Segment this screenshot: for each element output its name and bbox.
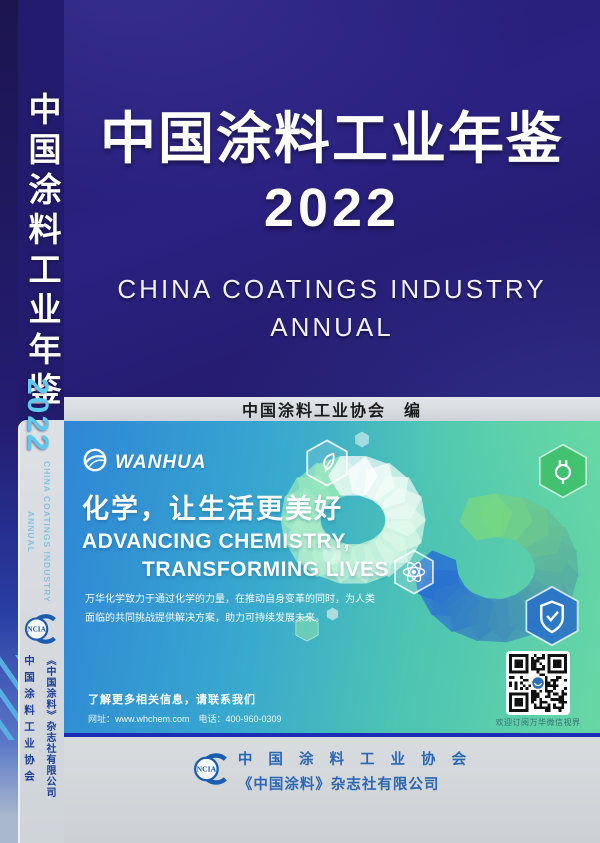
ribbon-hexagon-decoration bbox=[377, 484, 431, 541]
qr-code bbox=[506, 651, 570, 715]
ribbon-hexagon-decoration bbox=[455, 487, 517, 546]
ad-headline-cn: 化学，让生活更美好 bbox=[82, 494, 343, 524]
ribbon-hexagon-decoration bbox=[495, 574, 568, 646]
spine-english-subtitle: CHINA COATINGS INDUSTRY ANNUAL bbox=[23, 452, 55, 612]
ad-body-line2: 面临的共同挑战提供解决方案，助力可持续发展未来。 bbox=[85, 612, 325, 624]
ad-body-text: 万华化学致力于通过化学的力量，在推动自身变革的同时，为人类 面临的共同挑战提供解… bbox=[85, 591, 390, 628]
ad-contact-title: 了解更多相关信息，请联系我们 bbox=[88, 694, 256, 706]
svg-text:NCIA: NCIA bbox=[197, 764, 217, 773]
book-title: 中国涂料工业年鉴 bbox=[100, 107, 564, 170]
ribbon-hexagon-decoration bbox=[518, 513, 585, 582]
ncia-logo-icon: NCIA bbox=[192, 751, 228, 792]
ribbon-hexagon-decoration bbox=[439, 583, 508, 650]
ribbon-hexagon-decoration bbox=[340, 448, 402, 508]
ad-headline-en-line1: ADVANCING CHEMISTRY, bbox=[82, 530, 350, 553]
spine-association: 中国涂料工业协会 bbox=[23, 655, 35, 787]
ribbon-hexagon-decoration bbox=[366, 465, 431, 531]
molecule-icon bbox=[394, 549, 434, 595]
ribbon-hexagon-decoration bbox=[480, 586, 546, 649]
svg-text:NCIA: NCIA bbox=[27, 626, 46, 634]
front-cover: 中国涂料工业年鉴 2022 CHINA COATINGS INDUSTRY AN… bbox=[64, 0, 600, 843]
diagonal-stripes-decoration bbox=[0, 655, 18, 740]
ribbon-hexagon-decoration bbox=[465, 594, 521, 647]
ribbon-hexagon-decoration bbox=[353, 453, 421, 520]
ribbon-hexagon-decoration bbox=[408, 546, 467, 608]
spine-publisher: 《中国涂料》杂志社有限公司 bbox=[44, 655, 55, 798]
ribbon-hexagon-decoration bbox=[489, 487, 560, 557]
wanhua-logo-icon bbox=[82, 447, 108, 478]
ncia-logo-icon: NCIA bbox=[23, 612, 57, 651]
footer-association: 中 国 涂 料 工 业 协 会 bbox=[237, 752, 473, 768]
spine-title: 中国涂料工业年鉴 bbox=[24, 92, 61, 412]
wanhua-ad-banner: WANHUA 化学，让生活更美好 ADVANCING CHEMISTRY, TR… bbox=[64, 421, 600, 737]
ad-body-line1: 万华化学致力于通过化学的力量，在推动自身变革的同时，为人类 bbox=[85, 594, 375, 605]
spine-english-line2: ANNUAL bbox=[26, 511, 36, 553]
cover-top-section: 中国涂料工业年鉴 2022 CHINA COATINGS INDUSTRY AN… bbox=[64, 0, 600, 397]
footer-publisher: 《中国涂料》杂志社有限公司 bbox=[237, 777, 440, 793]
qr-caption: 欢迎订阅万华微信视界 bbox=[495, 718, 581, 727]
ribbon-hexagon-decoration bbox=[509, 561, 581, 634]
ribbon-hexagon-decoration bbox=[409, 558, 479, 630]
ad-contact-info: 网址：www.whchem.com 电话：400-960-0309 bbox=[88, 714, 282, 724]
spine-year: 2022 bbox=[21, 378, 54, 453]
spine-english-line1: CHINA COATINGS INDUSTRY bbox=[42, 461, 53, 603]
ad-headline-en-line2: TRANSFORMING LIVES bbox=[142, 558, 390, 581]
book-year: 2022 bbox=[263, 178, 401, 238]
spine: 中国涂料工业年鉴 2022 CHINA COATINGS INDUSTRY AN… bbox=[18, 0, 68, 843]
ribbon-hexagon-decoration bbox=[529, 536, 582, 593]
ribbon-hexagon-decoration bbox=[377, 499, 431, 556]
book-english-line1: CHINA COATINGS INDUSTRY bbox=[117, 274, 547, 304]
book-english-title: CHINA COATINGS INDUSTRY ANNUAL bbox=[64, 271, 600, 346]
ribbon-hexagon-decoration bbox=[420, 570, 494, 643]
ribbon-hexagon-decoration bbox=[522, 549, 585, 615]
spine-fold bbox=[0, 0, 18, 843]
publisher-footer: NCIA 中 国 涂 料 工 业 协 会 《中国涂料》杂志社有限公司 bbox=[64, 737, 600, 843]
small-hexagon-decoration bbox=[355, 431, 369, 448]
energy-plug-icon bbox=[539, 443, 587, 499]
spine-publisher-block: 《中国涂料》杂志社有限公司 中国涂料工业协会 bbox=[18, 655, 59, 798]
editor-band: 中国涂料工业协会 编 bbox=[64, 397, 600, 421]
ribbon-hexagon-decoration bbox=[475, 488, 536, 546]
ribbon-hexagon-decoration bbox=[504, 496, 577, 570]
shield-check-icon bbox=[525, 585, 579, 647]
book-english-line2: ANNUAL bbox=[270, 311, 394, 342]
wanhua-brand-name: WANHUA bbox=[115, 451, 207, 473]
eco-leaf-icon bbox=[306, 439, 348, 487]
